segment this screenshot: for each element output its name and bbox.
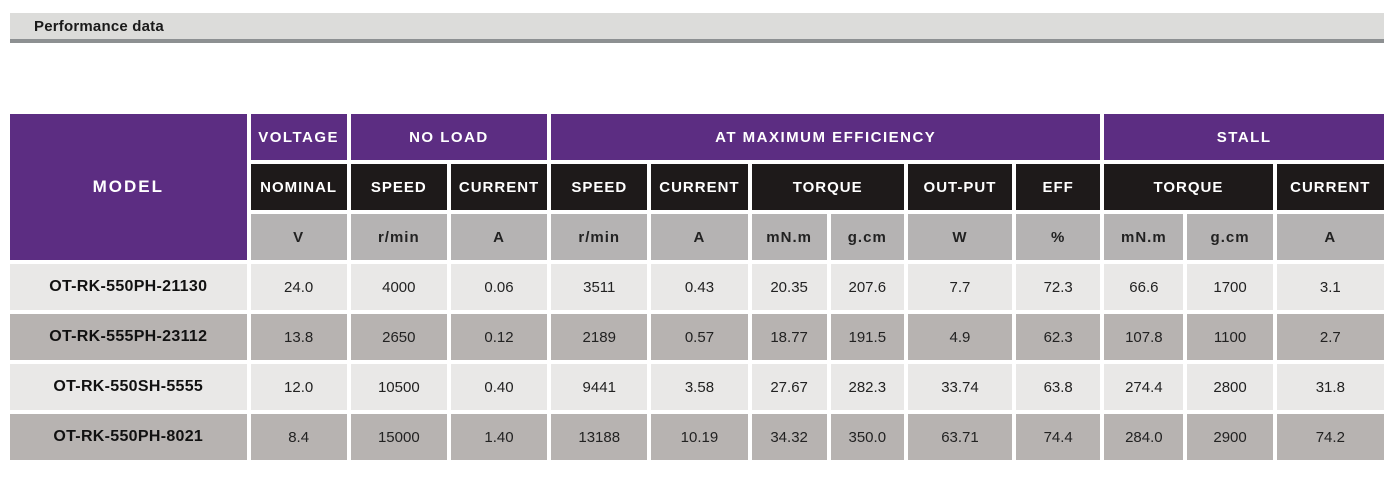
subheader-current-noload: CURRENT [450,164,548,210]
section-title: Performance data [34,17,164,35]
table-row: OT-RK-550SH-5555 12.0 10500 0.40 9441 3.… [10,364,1384,410]
value-cell: 72.3 [1016,264,1101,310]
performance-table: MODEL VOLTAGE NO LOAD AT MAXIMUM EFFICIE… [6,110,1388,464]
value-cell: 13188 [551,414,648,460]
unit-cell: mN.m [1104,214,1184,260]
model-cell: OT-RK-555PH-23112 [10,314,247,360]
header-group-voltage: VOLTAGE [250,114,347,160]
value-cell: 1.40 [450,414,548,460]
value-cell: 74.4 [1016,414,1101,460]
value-cell: 33.74 [907,364,1013,410]
value-cell: 0.40 [450,364,548,410]
subheader-output: OUT-PUT [907,164,1013,210]
value-cell: 24.0 [250,264,347,310]
model-cell: OT-RK-550PH-8021 [10,414,247,460]
subheader-eff: EFF [1016,164,1101,210]
value-cell: 3.58 [651,364,748,410]
value-cell: 2900 [1187,414,1273,460]
table-row: OT-RK-555PH-23112 13.8 2650 0.12 2189 0.… [10,314,1384,360]
value-cell: 2189 [551,314,648,360]
subheader-torque-stall: TORQUE [1104,164,1273,210]
header-unit-row: V r/min A r/min A mN.m g.cm W % mN.m g.c… [10,214,1384,260]
value-cell: 107.8 [1104,314,1184,360]
value-cell: 2.7 [1276,314,1384,360]
value-cell: 27.67 [751,364,827,410]
unit-cell: A [1276,214,1384,260]
unit-cell: A [651,214,748,260]
unit-cell: V [250,214,347,260]
header-model-cell: MODEL [10,114,247,260]
value-cell: 2800 [1187,364,1273,410]
unit-cell: g.cm [830,214,904,260]
subheader-nominal: NOMINAL [250,164,347,210]
unit-cell: g.cm [1187,214,1273,260]
value-cell: 31.8 [1276,364,1384,410]
value-cell: 3.1 [1276,264,1384,310]
unit-cell: A [450,214,548,260]
value-cell: 4.9 [907,314,1013,360]
value-cell: 274.4 [1104,364,1184,410]
value-cell: 350.0 [830,414,904,460]
value-cell: 191.5 [830,314,904,360]
value-cell: 18.77 [751,314,827,360]
value-cell: 9441 [551,364,648,410]
value-cell: 3511 [551,264,648,310]
value-cell: 282.3 [830,364,904,410]
value-cell: 0.12 [450,314,548,360]
unit-cell: r/min [350,214,447,260]
header-group-max-efficiency: AT MAXIMUM EFFICIENCY [551,114,1101,160]
value-cell: 2650 [350,314,447,360]
value-cell: 66.6 [1104,264,1184,310]
value-cell: 74.2 [1276,414,1384,460]
value-cell: 34.32 [751,414,827,460]
subheader-current-stall: CURRENT [1276,164,1384,210]
section-header: Performance data [10,13,1384,43]
subheader-speed-noload: SPEED [350,164,447,210]
value-cell: 284.0 [1104,414,1184,460]
unit-cell: r/min [551,214,648,260]
header-group-no-load: NO LOAD [350,114,548,160]
table-row: OT-RK-550PH-8021 8.4 15000 1.40 13188 10… [10,414,1384,460]
value-cell: 1700 [1187,264,1273,310]
value-cell: 10.19 [651,414,748,460]
value-cell: 15000 [350,414,447,460]
header-group-stall: STALL [1104,114,1384,160]
model-cell: OT-RK-550PH-21130 [10,264,247,310]
value-cell: 7.7 [907,264,1013,310]
model-cell: OT-RK-550SH-5555 [10,364,247,410]
unit-cell: % [1016,214,1101,260]
value-cell: 4000 [350,264,447,310]
value-cell: 1100 [1187,314,1273,360]
value-cell: 20.35 [751,264,827,310]
unit-cell: mN.m [751,214,827,260]
value-cell: 63.8 [1016,364,1101,410]
value-cell: 62.3 [1016,314,1101,360]
subheader-speed-maxeff: SPEED [551,164,648,210]
table-row: OT-RK-550PH-21130 24.0 4000 0.06 3511 0.… [10,264,1384,310]
value-cell: 0.57 [651,314,748,360]
value-cell: 10500 [350,364,447,410]
subheader-torque-maxeff: TORQUE [751,164,904,210]
value-cell: 12.0 [250,364,347,410]
header-sub-row: NOMINAL SPEED CURRENT SPEED CURRENT TORQ… [10,164,1384,210]
unit-cell: W [907,214,1013,260]
value-cell: 0.43 [651,264,748,310]
value-cell: 13.8 [250,314,347,360]
value-cell: 8.4 [250,414,347,460]
value-cell: 207.6 [830,264,904,310]
subheader-current-maxeff: CURRENT [651,164,748,210]
header-group-row: MODEL VOLTAGE NO LOAD AT MAXIMUM EFFICIE… [10,114,1384,260]
value-cell: 0.06 [450,264,548,310]
value-cell: 63.71 [907,414,1013,460]
